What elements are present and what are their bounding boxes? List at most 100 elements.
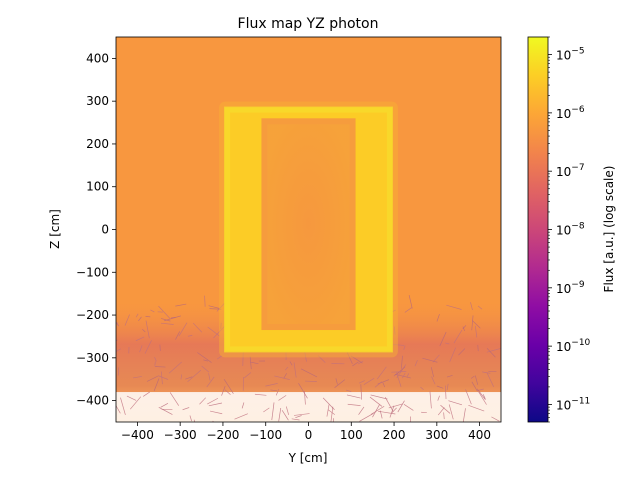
tail-streak [382,382,386,388]
tail-streak [250,361,259,365]
tail-streak [471,315,474,331]
x-tick-label: 200 [383,428,406,442]
tail-streak [396,364,407,379]
tail-streak [221,386,226,396]
tail-streak [358,380,365,384]
tail-streak [422,357,438,363]
tail-streak [378,410,396,415]
tail-streak [445,342,450,345]
tail-streak [370,394,388,400]
tail-streak [293,413,310,416]
tail-streak [283,373,287,379]
tail-streak [285,406,290,416]
tail-streak [446,383,449,391]
tail-streak [393,326,396,335]
tail-streak [185,376,193,380]
tail-streak [116,321,119,327]
tail-streak [160,371,163,385]
tail-streak [278,407,282,422]
tail-streak [486,347,501,353]
outer-box-wall [224,106,393,353]
tail-streak [281,410,289,421]
tail-streak [445,385,447,399]
tail-streak [446,304,462,310]
tail-streak [376,366,387,380]
tail-streak [203,359,208,362]
colorbar-tick-label: 10−9 [556,280,585,296]
tail-streak [468,404,485,412]
tail-streak [201,365,210,373]
tail-streak [436,385,444,389]
tail-streak [335,378,338,385]
tail-streak [326,404,330,417]
tail-streak [300,368,318,378]
tail-streak [393,344,405,346]
tail-streak [138,316,142,322]
tail-streak [142,329,146,333]
tail-streak [358,406,365,415]
tail-streak [397,400,405,413]
tail-streak [158,305,171,319]
tail-streak [345,389,352,392]
y-tick-label: −300 [76,351,109,365]
tail-streak [289,361,293,366]
tail-streak [130,396,142,410]
tail-streak [476,388,486,400]
tail-streak [241,402,245,409]
tail-streak [472,320,481,329]
tail-streak [317,355,326,363]
x-axis-label: Y [cm] [288,451,328,465]
tail-streak [359,413,374,422]
y-tick-label: −400 [76,394,109,408]
tail-streak [278,395,287,401]
inner-region-glow [267,124,350,325]
tail-streak [157,375,169,380]
tail-streak [192,322,203,333]
tail-streak [486,372,494,387]
tail-streak [448,400,463,406]
tail-streak [284,366,289,371]
tail-streak [327,409,336,415]
tail-streak [234,413,248,420]
tail-streak [189,415,192,422]
tail-streak [486,348,496,358]
tail-streak [360,384,362,400]
tail-streak [187,335,193,337]
tail-streak [462,326,465,332]
colorbar-tick-label: 10−5 [556,47,585,63]
tail-streak [158,407,173,415]
tail-streak [244,372,252,379]
colorbar: 10−11 10−10 10−9 10−8 10−7 10−6 10−5 Flux [a.u… [527,36,616,423]
tail-streak [293,362,297,378]
x-tick-label: 300 [425,428,448,442]
tail-streak [346,394,361,399]
tail-streak [491,416,500,422]
tail-streak [168,361,182,374]
colorbar-ticks: 10−11 10−10 10−9 10−8 10−7 10−6 10−5 [548,36,591,423]
tail-streak [146,375,158,382]
y-tick-label: 400 [86,51,109,65]
colorbar-tick-label: 10−11 [556,396,590,412]
tail-streak [379,410,383,419]
x-tick-label: −200 [206,428,239,442]
tail-streak [178,322,188,337]
tail-streak [117,367,120,376]
colorbar-label: Flux [a.u.] (log scale) [602,166,616,293]
tail-streak [330,406,334,422]
tail-streak [304,380,317,382]
tail-streak [295,415,302,419]
tail-streak [207,397,219,405]
tail-streak [116,339,118,342]
tail-streak [453,329,463,344]
tail-streak [135,336,145,342]
y-tick-label: −200 [76,308,109,322]
tail-streak [150,309,155,313]
tail-streak [153,378,160,392]
tail-streak [436,314,440,322]
colorbar-tick-label: 10−8 [556,222,585,238]
tail-streak [126,395,137,401]
y-tick-label: −100 [76,265,109,279]
tail-streak [263,407,270,413]
tail-streak [437,395,440,401]
